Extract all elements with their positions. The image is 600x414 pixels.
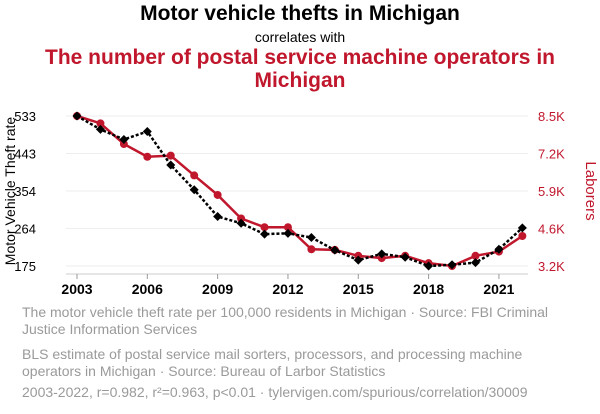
y-right-tick-label: 4.6K xyxy=(538,222,565,237)
data-point-operators xyxy=(307,245,316,254)
data-point-operators xyxy=(518,232,527,240)
legend-item-operators: BLS estimate of postal service mail sort… xyxy=(22,346,582,380)
y-right-tick-label: 5.9K xyxy=(538,184,565,199)
chart: 533 443 354 264 175 8.5K 7.2K 5.9K 4.6K 3.2K 2003 2… xyxy=(2,109,599,297)
data-point-thefts xyxy=(424,261,434,271)
data-point-thefts xyxy=(517,223,527,233)
data-point-thefts xyxy=(236,218,246,228)
chart-title: Motor vehicle thefts in Michigan xyxy=(140,2,460,25)
chart-footer: 2003-2022, r=0.982, r²=0.963, p<0.01 · t… xyxy=(22,384,528,400)
data-point-thefts xyxy=(213,212,223,222)
data-point-thefts xyxy=(95,124,105,134)
data-point-operators xyxy=(283,223,292,232)
data-point-thefts xyxy=(330,245,340,255)
data-point-operators xyxy=(260,223,269,232)
y-left-tick-label: 533 xyxy=(14,109,36,124)
chart-subtitle: correlates with xyxy=(254,29,346,45)
data-point-operators xyxy=(166,151,175,160)
data-point-thefts xyxy=(470,258,480,268)
data-point-thefts xyxy=(306,233,316,243)
legend-label-operators: BLS estimate of postal service mail sort… xyxy=(22,346,523,379)
x-tick-label: 2009 xyxy=(202,281,233,297)
x-tick-label: 2018 xyxy=(413,281,444,297)
data-point-thefts xyxy=(189,185,199,195)
legend-label-thefts: The motor vehicle theft rate per 100,000… xyxy=(22,304,549,337)
data-point-thefts xyxy=(166,160,176,170)
x-tick-label: 2012 xyxy=(272,281,303,297)
x-tick-label: 2006 xyxy=(132,281,163,297)
data-point-thefts xyxy=(72,111,82,121)
data-point-thefts xyxy=(400,252,410,262)
data-point-operators xyxy=(237,214,246,223)
data-point-thefts xyxy=(283,228,293,238)
data-point-thefts xyxy=(142,127,152,137)
y-right-tick-label: 8.5K xyxy=(538,109,565,124)
data-point-operators xyxy=(190,171,199,180)
y-left-tick-label: 264 xyxy=(14,222,36,237)
y-left-tick-label: 354 xyxy=(14,184,36,199)
data-point-operators xyxy=(213,190,222,199)
data-point-operators xyxy=(471,251,480,260)
data-point-thefts xyxy=(260,229,270,239)
data-point-thefts xyxy=(119,134,129,144)
y-left-axis-label: Motor Vehicle Theft rate xyxy=(2,117,18,266)
x-tick-label: 2015 xyxy=(343,281,374,297)
y-left-tick-label: 443 xyxy=(14,147,36,162)
data-point-thefts xyxy=(377,249,387,259)
x-tick-label: 2021 xyxy=(483,281,514,297)
data-point-thefts xyxy=(447,260,457,270)
legend-item-thefts: The motor vehicle theft rate per 100,000… xyxy=(22,304,582,338)
y-left-tick-label: 175 xyxy=(14,259,36,274)
data-point-operators xyxy=(96,119,105,128)
data-point-operators xyxy=(143,152,152,161)
x-tick-label: 2003 xyxy=(61,281,92,297)
data-point-operators xyxy=(119,140,128,149)
y-right-axis-label: Laborers xyxy=(582,161,599,220)
data-point-thefts xyxy=(353,255,363,265)
y-right-tick-label: 7.2K xyxy=(538,147,565,162)
chart-title-2: The number of postal service machine ope… xyxy=(45,46,555,92)
data-point-thefts xyxy=(494,244,504,254)
y-right-tick-label: 3.2K xyxy=(538,259,565,274)
